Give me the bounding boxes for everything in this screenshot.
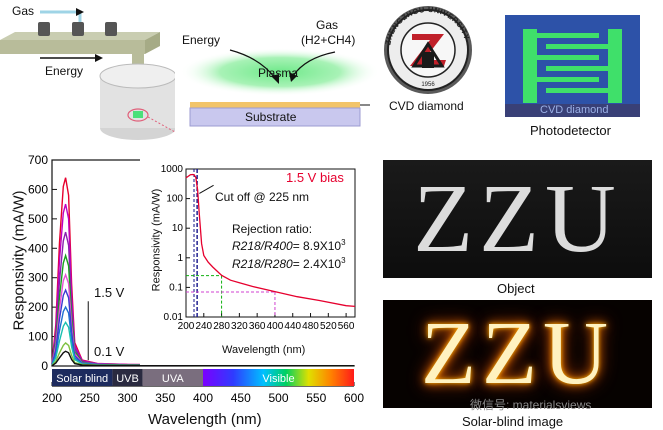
ratio1-lhs: R218/R400 bbox=[232, 239, 293, 253]
inset-series-line-0 bbox=[185, 173, 356, 308]
main-xtick-label: 400 bbox=[193, 391, 213, 405]
inset-xtick-label: 200 bbox=[178, 321, 195, 332]
main-ytick-label: 300 bbox=[28, 271, 48, 285]
band-2 bbox=[142, 369, 203, 386]
object-letters: ZZU bbox=[413, 165, 622, 273]
main-ytick-label: 0 bbox=[41, 359, 48, 373]
inset-xtick-label: 560 bbox=[338, 321, 355, 332]
inset-ytick-label: 1 bbox=[177, 253, 183, 264]
inset-plot-frame bbox=[185, 168, 356, 318]
inset-xlabel: Wavelength (nm) bbox=[222, 344, 306, 356]
photodetector-chip bbox=[505, 15, 640, 117]
ratio2-lhs: R218/R280 bbox=[232, 257, 293, 271]
main-xtick-label: 250 bbox=[80, 391, 100, 405]
logo-year: 1956 bbox=[421, 82, 435, 88]
band-3 bbox=[203, 369, 354, 386]
watermark: 微信号: materialsviews bbox=[470, 398, 592, 412]
inset-ytick-label: 0.01 bbox=[164, 312, 184, 323]
bias-high-label: 1.5 V bbox=[94, 285, 125, 300]
main-series-line-9 bbox=[51, 350, 354, 367]
solar-blind-image: ZZU bbox=[383, 300, 652, 408]
solar-letters: ZZU bbox=[421, 304, 614, 403]
inset-xtick-label: 480 bbox=[302, 321, 319, 332]
cvd-diamond-label: CVD diamond bbox=[389, 99, 464, 113]
main-ytick-label: 600 bbox=[28, 182, 48, 196]
chip-text: CVD diamond bbox=[540, 104, 609, 116]
ratio1-rhs: = 8.9X10 bbox=[292, 239, 342, 253]
main-xtick-label: 550 bbox=[306, 391, 326, 405]
solar-blind-caption: Solar-blind image bbox=[462, 414, 564, 429]
plasma-gas-formula: (H2+CH4) bbox=[301, 33, 356, 47]
inset-ytick-label: 1000 bbox=[161, 164, 184, 175]
ratio2-rhs: = 2.4X10 bbox=[292, 257, 342, 271]
main-xtick-label: 500 bbox=[268, 391, 288, 405]
responsivity-chart: 0 100 200 300 400 500 600 700 200 250 300 350 400 450… bbox=[28, 153, 364, 405]
inset-lines bbox=[185, 173, 356, 308]
main-xtick-label: 200 bbox=[42, 391, 62, 405]
plasma-diagram bbox=[180, 48, 380, 127]
object-caption: Object bbox=[497, 281, 535, 296]
gas-label: Gas bbox=[12, 4, 35, 18]
inset-xtick-label: 400 bbox=[267, 321, 284, 332]
bias-low-label: 0.1 V bbox=[94, 344, 125, 359]
inset-ylabel: Responsivity (mA/W) bbox=[150, 188, 163, 292]
inset-xtick-label: 240 bbox=[195, 321, 212, 332]
plasma-label: Plasma bbox=[258, 66, 299, 80]
zzu-logo: ZHENGZHOU UNIVERSITY 1956 bbox=[383, 5, 472, 94]
band-1 bbox=[112, 369, 143, 386]
inset-bias-label: 1.5 V bias bbox=[286, 170, 344, 185]
band-label-1: UVB bbox=[116, 373, 139, 385]
main-ytick-label: 100 bbox=[28, 330, 48, 344]
main-xtick-label: 300 bbox=[117, 391, 137, 405]
inset-xtick-label: 440 bbox=[284, 321, 301, 332]
inset-ytick-label: 0.1 bbox=[169, 282, 183, 293]
band-label-0: Solar blind bbox=[56, 373, 108, 385]
cvd-setup-illustration bbox=[0, 8, 175, 140]
main-ytick-label: 500 bbox=[28, 212, 48, 226]
cutoff-arrow bbox=[199, 184, 214, 194]
ratio2-exp: 3 bbox=[341, 256, 346, 265]
inset-xtick-label: 320 bbox=[231, 321, 248, 332]
photodetector-caption: Photodetector bbox=[530, 123, 611, 138]
main-chart-lines bbox=[51, 177, 354, 367]
inset-xtick-label: 280 bbox=[213, 321, 230, 332]
main-xtick-label: 450 bbox=[231, 391, 251, 405]
rejection-title: Rejection ratio: bbox=[232, 222, 313, 236]
main-ytick-label: 200 bbox=[28, 300, 48, 314]
cutoff-label: Cut off @ 225 nm bbox=[215, 190, 310, 204]
main-ylabel: Responsivity (mA/W) bbox=[10, 190, 28, 331]
rejection-ratio-2: R218/R280= 2.4X103 bbox=[232, 256, 346, 271]
object-image: ZZU bbox=[383, 160, 652, 278]
rejection-ratio-1: R218/R400= 8.9X103 bbox=[232, 238, 346, 253]
inset-ytick-label: 10 bbox=[172, 223, 184, 234]
spectral-band-bar: Solar blind UVB UVA Visible bbox=[52, 369, 354, 386]
main-xlabel: Wavelength (nm) bbox=[148, 411, 262, 428]
inset-xtick-label: 360 bbox=[249, 321, 266, 332]
main-xtick-label: 600 bbox=[344, 391, 364, 405]
plasma-gas-label: Gas bbox=[316, 18, 339, 32]
energy-label: Energy bbox=[45, 64, 84, 78]
substrate-label: Substrate bbox=[245, 110, 297, 124]
main-ytick-label: 400 bbox=[28, 241, 48, 255]
inset-ytick-label: 100 bbox=[166, 194, 183, 205]
plasma-energy-label: Energy bbox=[182, 33, 221, 47]
ratio1-exp: 3 bbox=[341, 238, 346, 247]
main-ytick-label: 700 bbox=[28, 153, 48, 167]
band-label-2: UVA bbox=[162, 373, 184, 385]
inset-xtick-label: 520 bbox=[320, 321, 337, 332]
band-label-3: Visible bbox=[262, 373, 294, 385]
band-0 bbox=[52, 369, 113, 386]
main-xtick-label: 350 bbox=[155, 391, 175, 405]
